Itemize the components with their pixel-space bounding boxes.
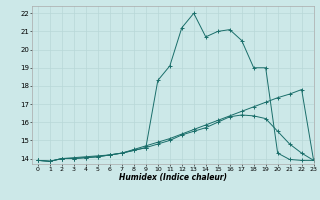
X-axis label: Humidex (Indice chaleur): Humidex (Indice chaleur) — [119, 173, 227, 182]
